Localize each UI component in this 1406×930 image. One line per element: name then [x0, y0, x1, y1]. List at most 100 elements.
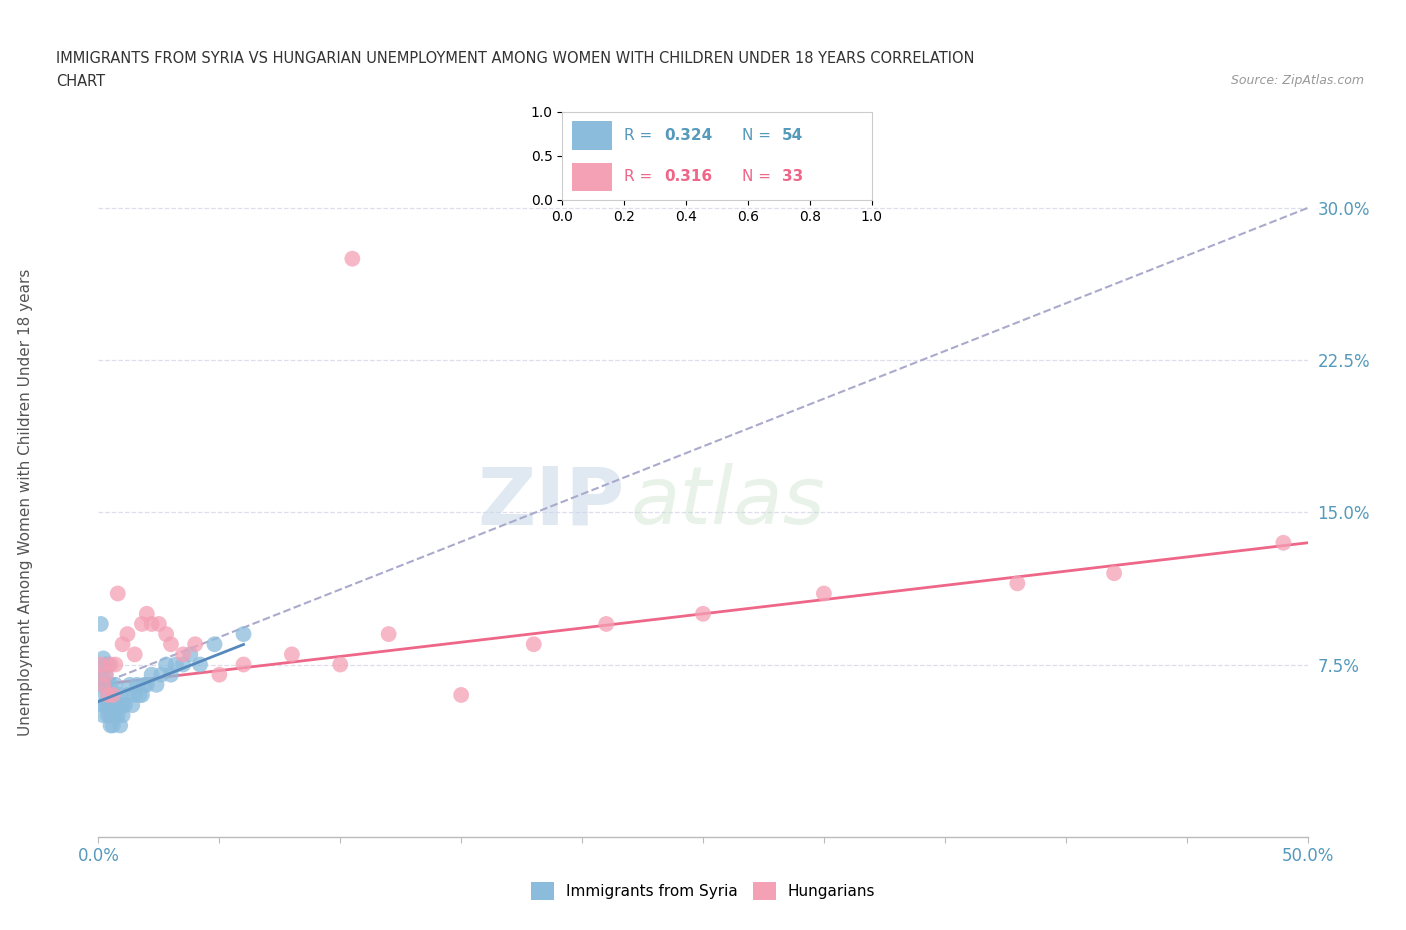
- Point: [329, 658, 352, 672]
- Point: [104, 698, 127, 712]
- Point: [97, 698, 120, 712]
- Point: [90, 617, 112, 631]
- Point: [90, 658, 112, 672]
- Point: [94, 698, 117, 712]
- Text: IMMIGRANTS FROM SYRIA VS HUNGARIAN UNEMPLOYMENT AMONG WOMEN WITH CHILDREN UNDER : IMMIGRANTS FROM SYRIA VS HUNGARIAN UNEMP…: [56, 51, 974, 66]
- Point: [450, 687, 472, 702]
- Point: [100, 708, 122, 723]
- Point: [131, 617, 153, 631]
- Point: [135, 677, 157, 692]
- Point: [523, 637, 546, 652]
- Text: 0.316: 0.316: [665, 169, 713, 184]
- Point: [94, 667, 117, 682]
- Point: [107, 698, 129, 712]
- Point: [1007, 576, 1029, 591]
- Text: Source: ZipAtlas.com: Source: ZipAtlas.com: [1230, 74, 1364, 87]
- Point: [111, 637, 134, 652]
- Point: [100, 677, 122, 692]
- Point: [100, 718, 122, 733]
- Point: [184, 637, 207, 652]
- Point: [107, 586, 129, 601]
- Point: [165, 658, 187, 672]
- Legend: Immigrants from Syria, Hungarians: Immigrants from Syria, Hungarians: [524, 875, 882, 907]
- Point: [97, 658, 120, 672]
- Point: [127, 677, 149, 692]
- Point: [131, 687, 153, 702]
- Text: 33: 33: [782, 169, 803, 184]
- Point: [232, 658, 254, 672]
- Text: R =: R =: [624, 128, 658, 143]
- Point: [91, 651, 114, 666]
- Point: [281, 647, 304, 662]
- Point: [91, 698, 114, 712]
- Point: [90, 667, 112, 682]
- Point: [90, 677, 112, 692]
- Point: [107, 708, 129, 723]
- Point: [145, 677, 167, 692]
- Text: 54: 54: [782, 128, 803, 143]
- Point: [155, 627, 177, 642]
- Point: [377, 627, 399, 642]
- Point: [111, 698, 134, 712]
- Point: [101, 708, 124, 723]
- Text: Unemployment Among Women with Children Under 18 years: Unemployment Among Women with Children U…: [18, 269, 32, 736]
- Point: [134, 677, 156, 692]
- Point: [94, 658, 117, 672]
- Point: [160, 637, 183, 652]
- Point: [91, 677, 114, 692]
- FancyBboxPatch shape: [572, 121, 612, 150]
- Point: [128, 687, 150, 702]
- Text: ZIP: ZIP: [477, 463, 624, 541]
- Point: [104, 708, 127, 723]
- Point: [692, 606, 714, 621]
- Point: [101, 687, 124, 702]
- Text: 0.324: 0.324: [665, 128, 713, 143]
- Point: [100, 698, 122, 712]
- Text: CHART: CHART: [56, 74, 105, 89]
- Point: [101, 718, 124, 733]
- Text: N =: N =: [742, 128, 776, 143]
- Point: [117, 687, 139, 702]
- Point: [124, 687, 146, 702]
- Text: R =: R =: [624, 169, 658, 184]
- Point: [155, 658, 177, 672]
- Point: [100, 687, 122, 702]
- Point: [1272, 536, 1295, 551]
- Point: [91, 677, 114, 692]
- Point: [97, 708, 120, 723]
- Point: [595, 617, 617, 631]
- Point: [104, 677, 127, 692]
- Point: [94, 687, 117, 702]
- Point: [94, 667, 117, 682]
- Point: [813, 586, 835, 601]
- Point: [104, 658, 127, 672]
- Point: [179, 647, 201, 662]
- Point: [141, 617, 163, 631]
- Point: [117, 627, 139, 642]
- Point: [208, 667, 231, 682]
- FancyBboxPatch shape: [572, 163, 612, 192]
- Point: [188, 658, 211, 672]
- Point: [108, 718, 131, 733]
- Point: [97, 687, 120, 702]
- Point: [141, 667, 163, 682]
- Point: [108, 687, 131, 702]
- Point: [135, 606, 157, 621]
- Point: [121, 698, 143, 712]
- Point: [91, 708, 114, 723]
- Point: [342, 251, 364, 266]
- Point: [160, 667, 183, 682]
- Point: [97, 687, 120, 702]
- Point: [172, 647, 194, 662]
- Point: [94, 677, 117, 692]
- Point: [118, 677, 141, 692]
- Text: N =: N =: [742, 169, 776, 184]
- Point: [232, 627, 254, 642]
- Point: [1102, 565, 1125, 580]
- Point: [172, 658, 194, 672]
- Point: [101, 698, 124, 712]
- Point: [204, 637, 226, 652]
- Point: [100, 658, 122, 672]
- Point: [124, 647, 146, 662]
- Point: [114, 698, 136, 712]
